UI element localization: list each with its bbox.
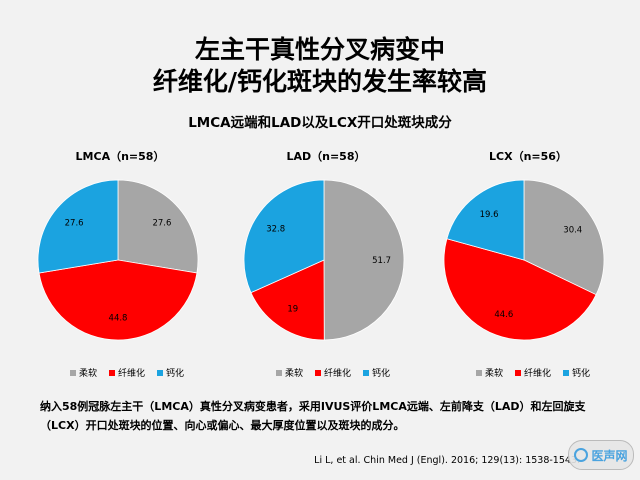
- legend-item: 柔软: [476, 366, 503, 379]
- legend-label: 纤维化: [118, 369, 146, 379]
- slide-title-line2: 纤维化/钙化斑块的发生率较高: [152, 67, 488, 96]
- pie-chart-lad: 51.7 19 32.8: [243, 179, 405, 341]
- data-label: 44.6: [494, 310, 513, 320]
- legend-swatch: [157, 369, 164, 376]
- data-label: 27.6: [65, 219, 84, 229]
- legend-item: 纤维化: [315, 366, 351, 379]
- legend-label: 纤维化: [524, 369, 552, 379]
- legend-item: 纤维化: [109, 366, 145, 379]
- legend-lmca: 柔软 纤维化 钙化: [70, 366, 184, 379]
- data-label: 32.8: [266, 225, 285, 235]
- data-label: 27.6: [152, 219, 171, 229]
- legend-item: 纤维化: [515, 366, 551, 379]
- legend-item: 钙化: [157, 366, 184, 379]
- pie-slice-钙化: [243, 179, 325, 294]
- slide-title-line1: 左主干真性分叉病变中: [194, 35, 445, 64]
- legend-swatch: [515, 369, 522, 376]
- legend-label: 柔软: [285, 369, 304, 379]
- data-label: 44.8: [109, 314, 128, 324]
- legend-swatch: [476, 369, 482, 376]
- pie-slice-柔软: [117, 179, 199, 274]
- legend-label: 钙化: [572, 369, 591, 379]
- watermark-text: 医声网: [591, 448, 628, 463]
- legend-item: 柔软: [70, 366, 97, 379]
- legend-item: 柔软: [276, 366, 303, 379]
- legend-label: 柔软: [79, 369, 98, 379]
- data-label: 51.7: [372, 256, 391, 266]
- pie-slice-钙化: [37, 179, 119, 274]
- pie-slice-纤维化: [38, 259, 198, 341]
- chart-title-lad: LAD（n=58）: [286, 150, 366, 163]
- citation: Li L, et al. Chin Med J (Engl). 2016; 12…: [314, 455, 580, 466]
- watermark-logo: 医声网: [568, 440, 634, 470]
- pie-slice-纤维化: [250, 259, 325, 341]
- pie-slice-柔软: [523, 179, 605, 296]
- pie-chart-lcx: 30.4 44.6 19.6: [443, 179, 605, 341]
- study-note: 纳入58例冠脉左主干（LMCA）真性分叉病变患者，采用IVUS评价LMCA远端、…: [40, 400, 586, 432]
- pie-slice-钙化: [446, 179, 525, 261]
- legend-label: 柔软: [485, 369, 504, 379]
- slide-subtitle: LMCA远端和LAD以及LCX开口处斑块成分: [188, 115, 452, 131]
- pie-chart-lmca: 27.6 44.8 27.6: [37, 179, 199, 341]
- legend-label: 钙化: [372, 369, 391, 379]
- legend-lcx: 柔软 纤维化 钙化: [476, 366, 590, 379]
- chart-title-lmca: LMCA（n=58）: [75, 150, 165, 163]
- legend-swatch: [315, 369, 322, 376]
- pie-slice-纤维化: [443, 238, 597, 341]
- legend-swatch: [109, 369, 116, 376]
- legend-item: 钙化: [563, 366, 590, 379]
- legend-swatch: [563, 369, 570, 376]
- data-label: 19.6: [480, 210, 499, 220]
- legend-label: 纤维化: [324, 369, 352, 379]
- data-label: 30.4: [563, 225, 582, 235]
- legend-lad: 柔软 纤维化 钙化: [276, 366, 390, 379]
- watermark-icon: [574, 448, 589, 462]
- legend-swatch: [363, 369, 370, 376]
- legend-label: 钙化: [166, 369, 185, 379]
- pie-slice-柔软: [323, 179, 405, 341]
- chart-title-lcx: LCX（n=56）: [489, 150, 567, 163]
- legend-swatch: [70, 369, 76, 376]
- legend-item: 钙化: [363, 366, 390, 379]
- data-label: 19: [287, 304, 298, 314]
- legend-swatch: [276, 369, 282, 376]
